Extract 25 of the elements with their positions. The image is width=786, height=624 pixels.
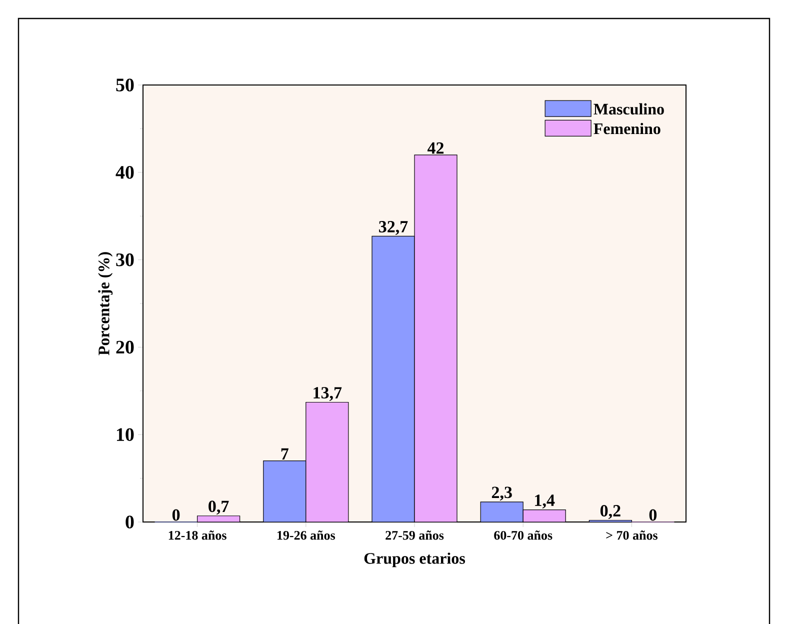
data-label: 0,7 <box>208 500 229 515</box>
y-tick-label: 40 <box>116 166 134 179</box>
data-label: 0,2 <box>600 505 620 519</box>
x-tick-label: 19-26 años <box>278 530 336 540</box>
legend-label: Masculino <box>594 103 664 115</box>
data-label: 1,4 <box>535 494 555 508</box>
data-label: 13,7 <box>314 387 342 401</box>
y-tick-label: 20 <box>116 340 134 354</box>
x-axis-title: Grupos etarios <box>364 552 466 568</box>
data-label: 2,3 <box>492 486 512 501</box>
y-axis-title: Porcentaje (%) <box>98 252 113 356</box>
y-tick-label: 0 <box>126 516 134 528</box>
data-label: 0 <box>649 509 657 521</box>
y-tick-label: 30 <box>116 253 134 266</box>
x-tick-label: 12-18 años <box>168 530 226 540</box>
y-tick-label: 50 <box>116 78 134 92</box>
data-label: 0 <box>172 509 180 521</box>
data-label: 32,7 <box>379 221 408 235</box>
data-label: 7 <box>281 448 288 460</box>
y-tick-label: 10 <box>116 428 134 442</box>
x-tick-label: > 70 años <box>606 530 658 540</box>
x-tick-label: 60-70 años <box>494 530 552 540</box>
legend-label: Femenino <box>594 122 660 134</box>
x-tick-label: 27-59 años <box>386 530 444 540</box>
data-label: 42 <box>427 142 444 154</box>
